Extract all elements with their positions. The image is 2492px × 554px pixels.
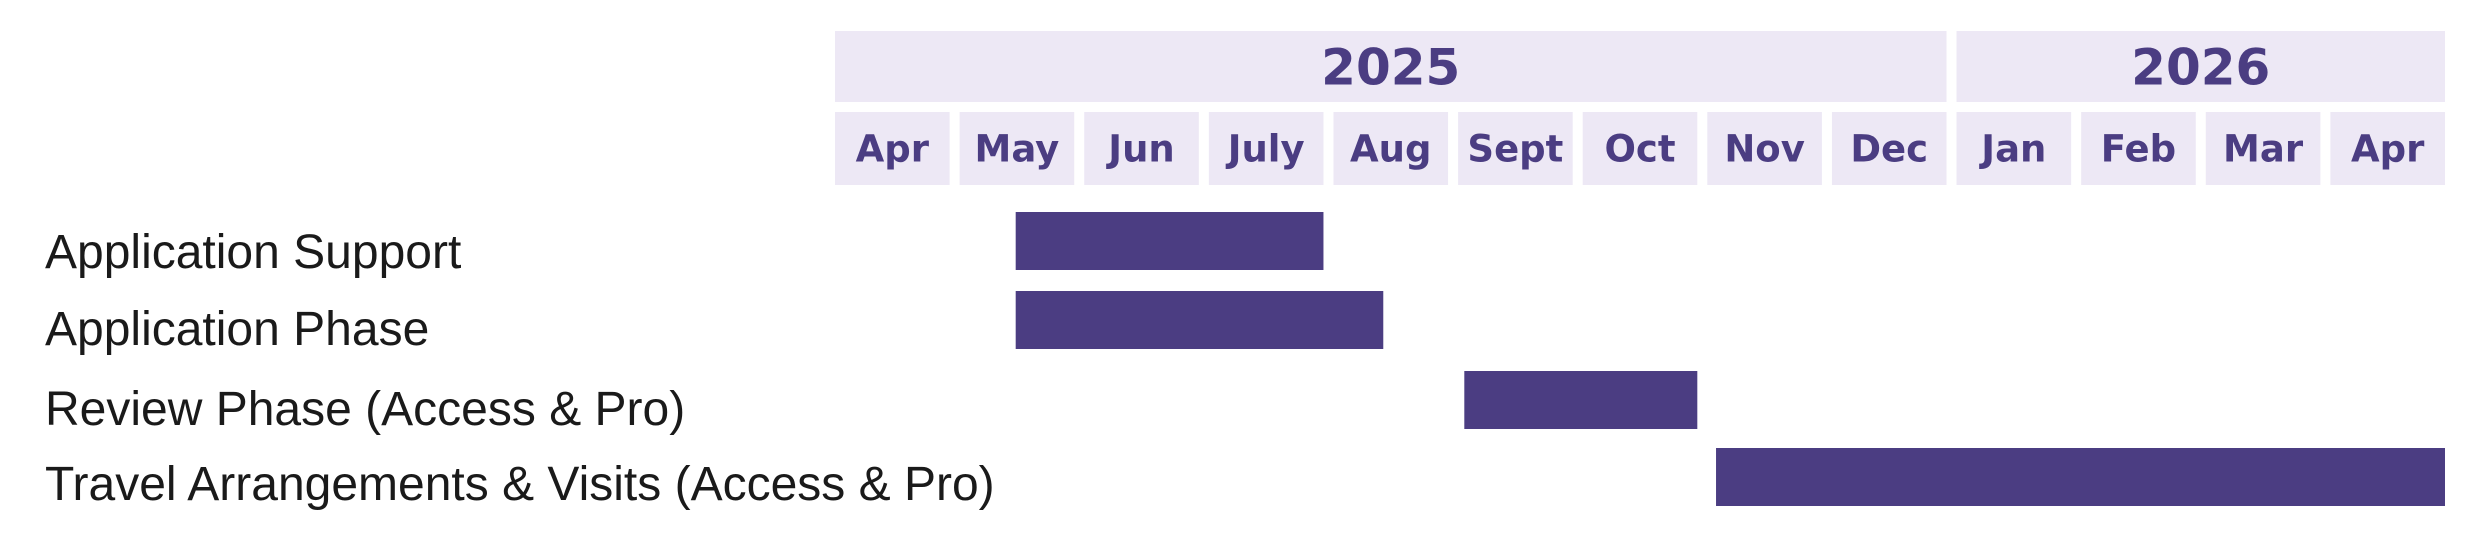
month-10: Feb xyxy=(2081,112,2196,185)
month-7: Nov xyxy=(1707,112,1822,185)
month-cell-background xyxy=(1333,112,1449,185)
task-bar-travel-arrangements-visits-access-pro xyxy=(1716,448,2445,506)
month-cell-background xyxy=(959,112,1075,185)
month-cell-background xyxy=(835,112,950,185)
month-9: Jan xyxy=(1956,112,2072,185)
task-label-travel-arrangements-visits-access-pro: Travel Arrangements & Visits (Access & P… xyxy=(45,458,995,511)
month-cell-background xyxy=(1458,112,1573,185)
task-labels: Application Support Application Phase Revi… xyxy=(45,226,995,511)
year-cell-background xyxy=(1956,31,2445,102)
month-cell-background xyxy=(1956,112,2072,185)
month-2: Jun xyxy=(1084,112,1199,185)
month-8: Dec xyxy=(1831,112,1947,185)
month-label: Jun xyxy=(1105,128,1174,171)
month-label: Feb xyxy=(2101,128,2176,171)
month-1: May xyxy=(959,112,1075,185)
year-cell-background xyxy=(835,31,1947,102)
month-6: Oct xyxy=(1582,112,1698,185)
month-label: Oct xyxy=(1604,128,1675,171)
month-12: Apr xyxy=(2330,112,2445,185)
month-cell-background xyxy=(2081,112,2196,185)
month-label: Apr xyxy=(2351,128,2425,171)
month-label: July xyxy=(1225,128,1305,171)
month-cell-background xyxy=(2330,112,2445,185)
month-label: Mar xyxy=(2223,128,2304,171)
month-label: Nov xyxy=(1724,128,1805,171)
task-bar-application-support xyxy=(1015,212,1324,270)
year-2025: 2025 xyxy=(835,31,1947,102)
month-cell-background xyxy=(1582,112,1698,185)
month-cell-background xyxy=(1707,112,1822,185)
task-label-application-support: Application Support xyxy=(45,226,461,279)
task-bar-application-phase xyxy=(1015,291,1384,349)
month-label: May xyxy=(975,128,1060,171)
year-2026: 2026 xyxy=(1956,31,2445,102)
task-bar-review-phase-access-pro xyxy=(1464,371,1698,429)
month-cell-background xyxy=(1831,112,1947,185)
month-cell-background xyxy=(2205,112,2321,185)
month-5: Sept xyxy=(1458,112,1573,185)
month-0: Apr xyxy=(835,112,950,185)
month-label: Jan xyxy=(1978,128,2046,171)
month-label: Dec xyxy=(1850,128,1928,171)
month-cell-background xyxy=(1208,112,1324,185)
task-bars xyxy=(1015,212,2445,506)
year-label: 2026 xyxy=(2131,39,2270,97)
month-4: Aug xyxy=(1333,112,1449,185)
month-label: Aug xyxy=(1350,128,1431,171)
year-label: 2025 xyxy=(1321,39,1460,97)
month-label: Apr xyxy=(856,128,930,171)
year-header: 2025 2026 xyxy=(835,31,2445,102)
month-header: Apr May Jun July Aug Sept Oct Nov Dec Jan Feb Mar Ap… xyxy=(835,112,2445,185)
task-label-review-phase-access-pro: Review Phase (Access & Pro) xyxy=(45,383,685,436)
month-label: Sept xyxy=(1467,128,1563,171)
month-11: Mar xyxy=(2205,112,2321,185)
month-cell-background xyxy=(1084,112,1199,185)
task-label-application-phase: Application Phase xyxy=(45,303,429,356)
month-3: July xyxy=(1208,112,1324,185)
